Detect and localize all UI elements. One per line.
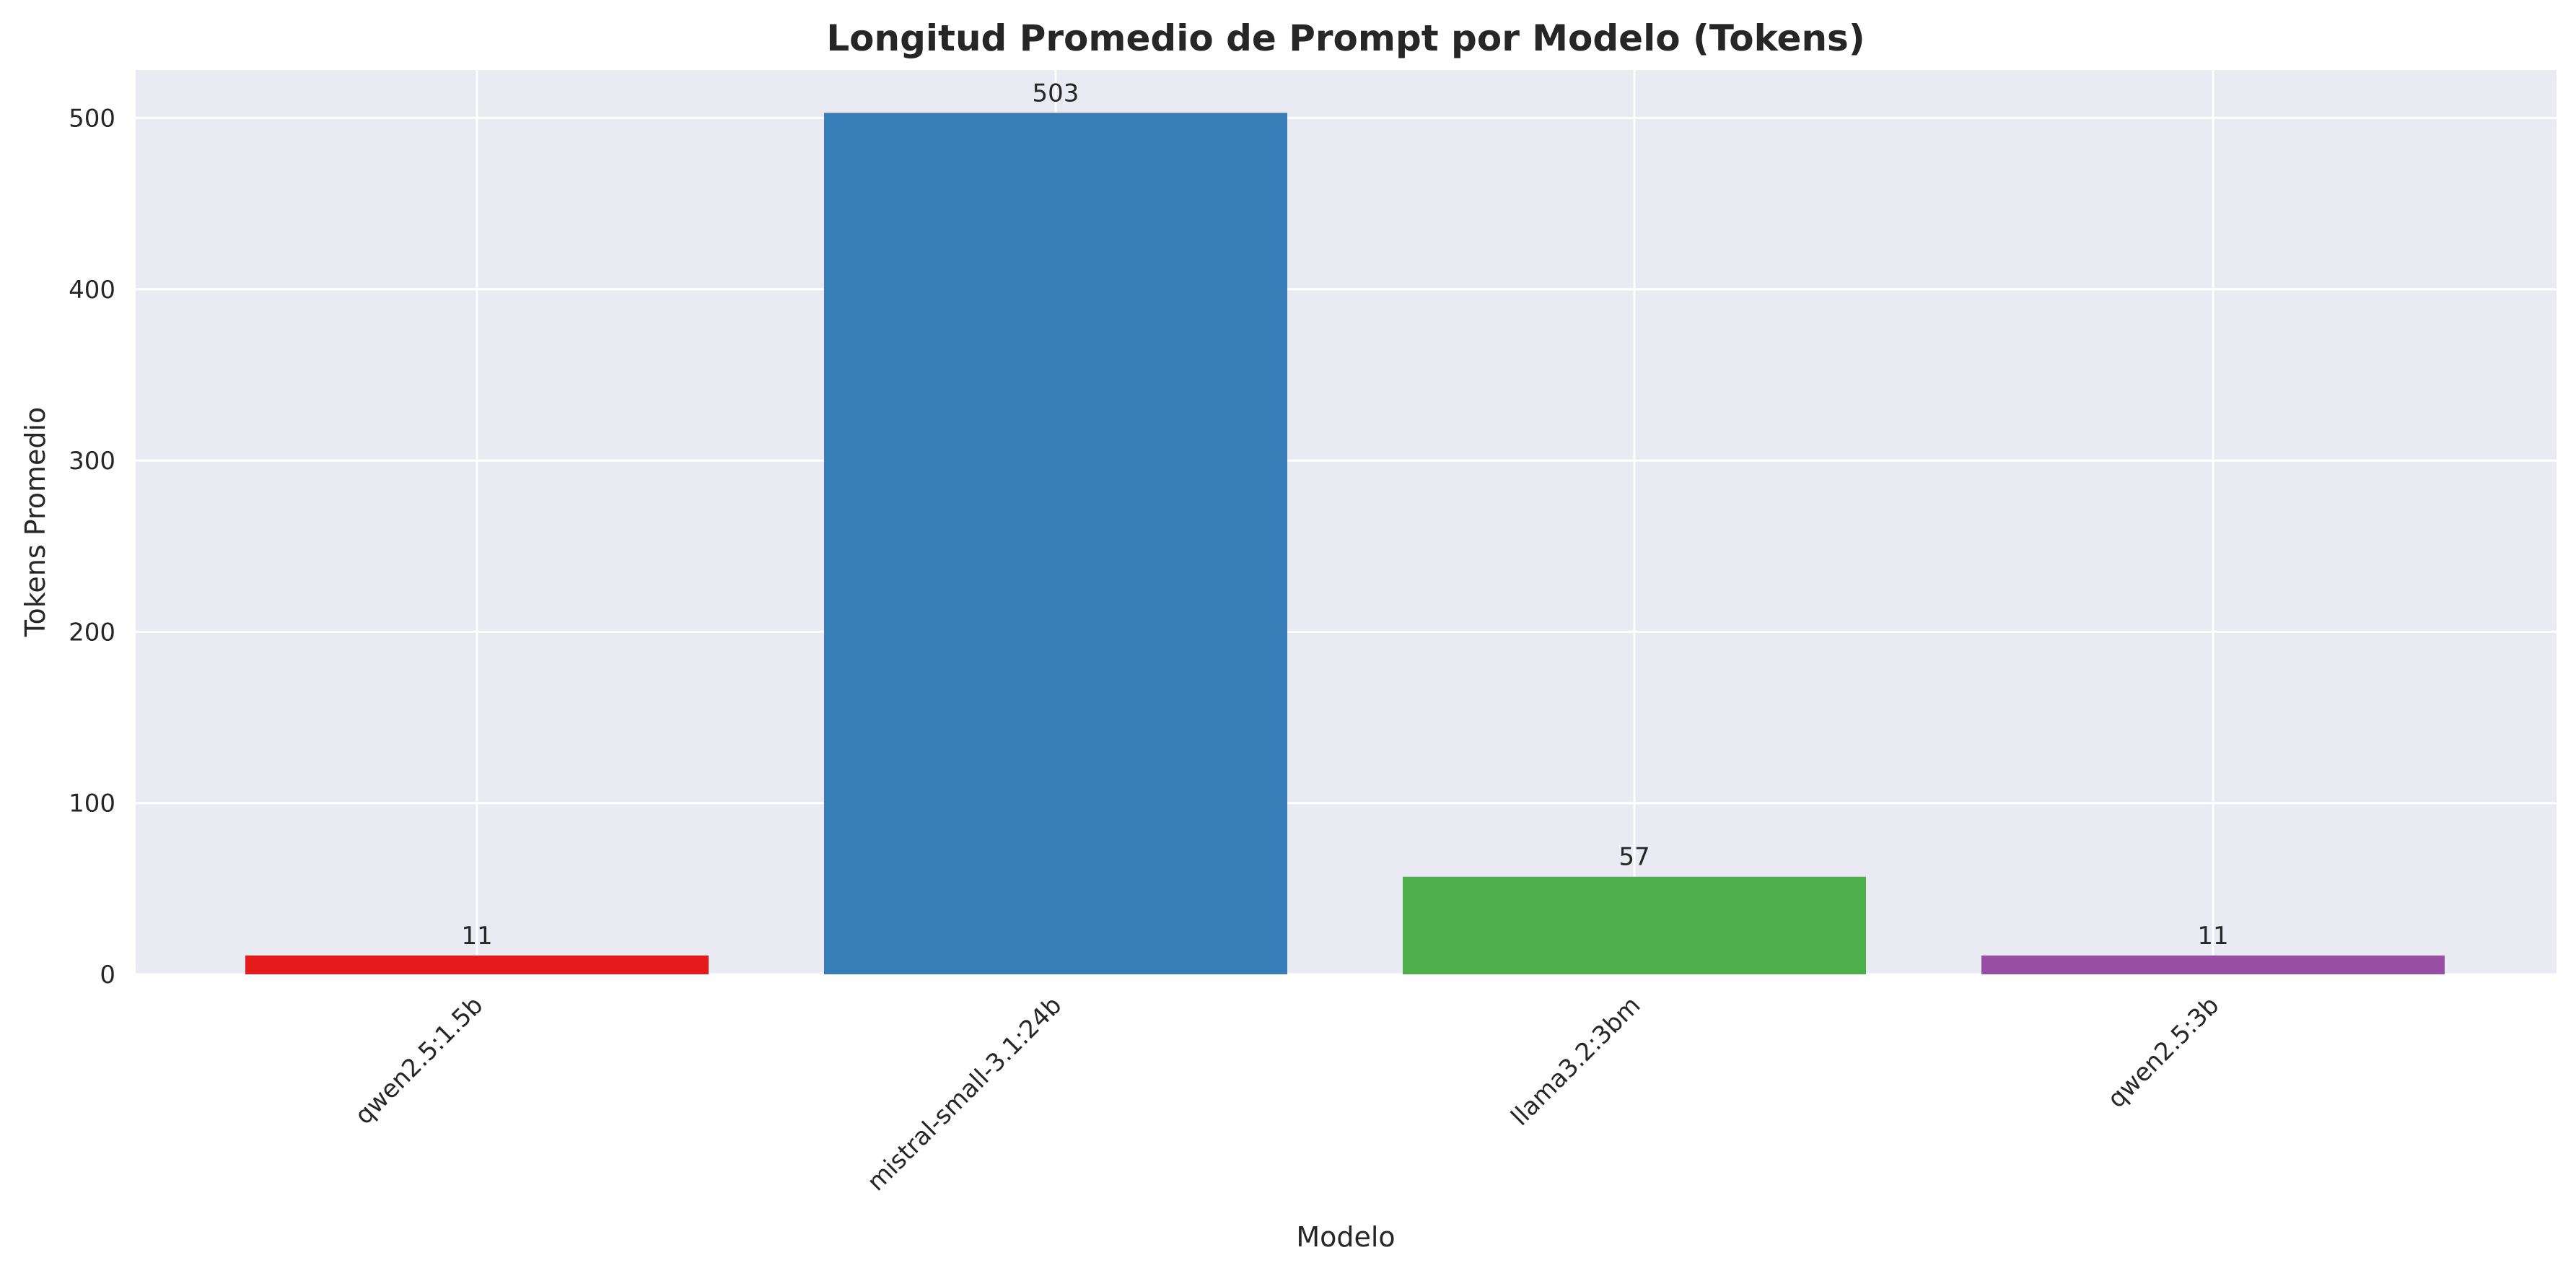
y-tick-labels: 0 100 200 300 400 500 — [69, 104, 115, 989]
y-tick-label: 500 — [69, 104, 115, 133]
y-tick-label: 400 — [69, 276, 115, 305]
bars — [245, 113, 2445, 975]
x-axis-label: Modelo — [1296, 1221, 1395, 1253]
bar — [1403, 876, 1866, 974]
y-tick-label: 0 — [100, 961, 115, 989]
y-axis-label: Tokens Promedio — [19, 407, 51, 638]
data-labels: 11 503 57 11 — [461, 79, 2228, 951]
bar-value-label: 57 — [1618, 843, 1650, 872]
y-tick-label: 300 — [69, 447, 115, 476]
x-tick-labels: qwen2.5:1.5b mistral-small-3.1:24b llama3.… — [349, 991, 2225, 1197]
x-tick-label: qwen2.5:1.5b — [349, 991, 489, 1130]
bar-value-label: 11 — [2197, 922, 2228, 951]
y-tick-label: 100 — [69, 790, 115, 818]
y-tick-label: 200 — [69, 618, 115, 647]
x-tick-label: llama3.2:3bm — [1506, 991, 1647, 1132]
x-tick-label: mistral-small-3.1:24b — [862, 991, 1067, 1197]
bar — [824, 113, 1287, 975]
x-tick-label: qwen2.5:3b — [2102, 991, 2225, 1114]
bar-value-label: 503 — [1033, 79, 1079, 108]
bar — [1981, 955, 2445, 974]
chart-title: Longitud Promedio de Prompt por Modelo (… — [826, 17, 1865, 59]
bar — [245, 955, 709, 974]
plot-background — [136, 70, 2557, 974]
bar-value-label: 11 — [461, 922, 492, 951]
